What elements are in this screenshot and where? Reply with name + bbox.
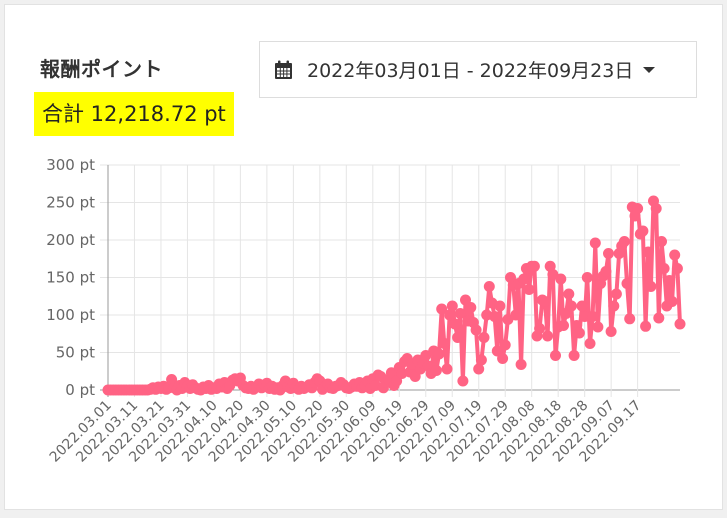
- data-point[interactable]: [576, 300, 588, 312]
- calendar-icon: [274, 60, 293, 80]
- data-point[interactable]: [624, 313, 636, 325]
- data-point[interactable]: [523, 284, 535, 295]
- data-point[interactable]: [565, 300, 577, 312]
- data-point[interactable]: [618, 236, 630, 247]
- data-point[interactable]: [663, 275, 675, 286]
- data-point[interactable]: [438, 338, 450, 349]
- data-point[interactable]: [515, 359, 527, 370]
- data-point[interactable]: [656, 236, 667, 247]
- data-point[interactable]: [444, 309, 456, 321]
- y-tick-label: 300 pt: [46, 156, 95, 174]
- data-point[interactable]: [666, 296, 678, 307]
- data-point[interactable]: [473, 363, 485, 375]
- page-title: 報酬ポイント: [40, 57, 163, 81]
- date-range-label: 2022年03月01日 - 2022年09月23日: [307, 60, 634, 82]
- data-point[interactable]: [558, 320, 569, 331]
- data-point[interactable]: [457, 375, 469, 387]
- data-point[interactable]: [550, 350, 561, 361]
- data-series-line: [102, 195, 686, 396]
- data-point[interactable]: [452, 332, 464, 343]
- data-point[interactable]: [475, 354, 487, 366]
- data-point[interactable]: [603, 248, 614, 259]
- data-point[interactable]: [446, 300, 458, 312]
- data-point[interactable]: [510, 309, 522, 321]
- data-point[interactable]: [581, 272, 593, 283]
- date-range-picker[interactable]: 2022年03月01日 - 2022年09月23日: [259, 41, 697, 98]
- data-point[interactable]: [658, 263, 670, 274]
- y-tick-label: 250 pt: [46, 194, 95, 212]
- data-point[interactable]: [637, 225, 649, 237]
- data-point[interactable]: [454, 308, 466, 319]
- data-point[interactable]: [642, 246, 654, 258]
- data-point[interactable]: [436, 303, 448, 315]
- data-point[interactable]: [555, 273, 567, 285]
- data-point[interactable]: [671, 263, 683, 274]
- data-point[interactable]: [592, 321, 604, 333]
- data-point[interactable]: [539, 296, 551, 307]
- data-point[interactable]: [653, 312, 665, 324]
- data-point[interactable]: [674, 318, 686, 330]
- data-point[interactable]: [568, 350, 580, 361]
- data-point[interactable]: [587, 311, 599, 322]
- data-point[interactable]: [573, 327, 585, 339]
- data-point[interactable]: [497, 353, 509, 364]
- data-point[interactable]: [621, 278, 633, 289]
- data-point[interactable]: [584, 338, 596, 349]
- y-tick-label: 200 pt: [46, 231, 95, 249]
- y-tick-label: 150 pt: [46, 269, 95, 287]
- data-point[interactable]: [433, 348, 445, 360]
- reward-points-card: 報酬ポイント 合計 12,218.72 pt 2022年03月01日 - 202…: [4, 4, 723, 510]
- data-point[interactable]: [441, 363, 453, 375]
- data-point[interactable]: [465, 302, 477, 313]
- data-point[interactable]: [483, 281, 495, 292]
- data-point[interactable]: [478, 332, 490, 343]
- data-point[interactable]: [542, 330, 554, 342]
- y-tick-label: 0 pt: [65, 381, 95, 399]
- data-point[interactable]: [563, 288, 575, 300]
- data-point[interactable]: [600, 266, 612, 277]
- data-point[interactable]: [650, 203, 662, 214]
- data-point[interactable]: [470, 324, 482, 336]
- data-point[interactable]: [608, 300, 620, 312]
- data-point[interactable]: [579, 311, 591, 322]
- data-point[interactable]: [449, 318, 461, 330]
- total-points-badge: 合計 12,218.72 pt: [34, 92, 234, 136]
- data-point[interactable]: [645, 281, 657, 292]
- data-point[interactable]: [494, 300, 506, 312]
- data-point[interactable]: [534, 323, 546, 334]
- data-point[interactable]: [605, 326, 617, 337]
- y-tick-label: 100 pt: [46, 306, 95, 324]
- data-point[interactable]: [385, 367, 397, 379]
- data-point[interactable]: [669, 249, 681, 261]
- data-point[interactable]: [499, 339, 511, 351]
- x-axis: 2022.03.012022.03.112022.03.212022.03.31…: [47, 398, 645, 466]
- data-point[interactable]: [166, 374, 178, 385]
- data-point[interactable]: [632, 203, 644, 214]
- data-point[interactable]: [430, 365, 442, 376]
- y-tick-label: 50 pt: [56, 344, 95, 362]
- data-point[interactable]: [518, 273, 530, 285]
- y-axis: 0 pt 50 pt 100 pt 150 pt 200 pt 250 pt 300 pt: [46, 156, 95, 399]
- data-point[interactable]: [489, 311, 501, 322]
- data-point[interactable]: [640, 320, 652, 332]
- data-point[interactable]: [610, 288, 622, 300]
- caret-down-icon: [643, 66, 656, 73]
- data-point[interactable]: [528, 260, 540, 272]
- data-point[interactable]: [589, 237, 601, 249]
